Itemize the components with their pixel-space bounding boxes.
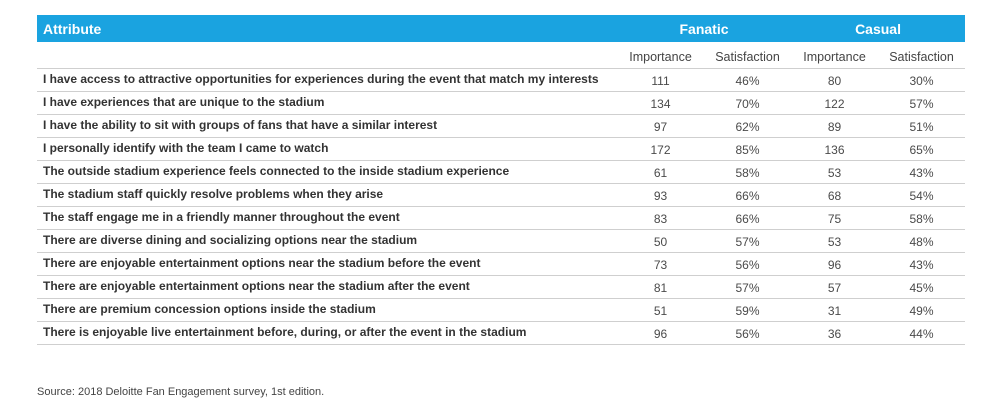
table-row: The outside stadium experience feels con… — [37, 160, 966, 184]
casual-satisfaction-cell: 45% — [878, 275, 966, 299]
fanatic-importance-cell: 83 — [617, 206, 704, 230]
attribute-cell: The stadium staff quickly resolve proble… — [37, 183, 617, 207]
table-row: I have experiences that are unique to th… — [37, 91, 966, 115]
attribute-table: Attribute Fanatic Casual Importance Sati… — [37, 15, 966, 345]
casual-satisfaction-cell: 54% — [878, 183, 966, 207]
casual-importance-cell: 136 — [791, 137, 879, 161]
casual-satisfaction-cell: 48% — [878, 229, 966, 253]
attribute-cell: There are premium concession options ins… — [37, 298, 617, 322]
table-row: There are enjoyable entertainment option… — [37, 275, 966, 299]
attribute-cell: I have access to attractive opportunitie… — [37, 68, 617, 92]
casual-importance-cell: 75 — [791, 206, 879, 230]
casual-importance-cell: 122 — [791, 91, 879, 115]
casual-satisfaction-cell: 43% — [878, 252, 966, 276]
fanatic-importance-cell: 73 — [617, 252, 704, 276]
casual-group-header: Casual — [791, 15, 966, 42]
casual-satisfaction-header: Satisfaction — [878, 42, 966, 69]
fanatic-importance-cell: 172 — [617, 137, 704, 161]
attribute-cell: There are enjoyable entertainment option… — [37, 275, 617, 299]
casual-satisfaction-cell: 57% — [878, 91, 966, 115]
table-row: There are premium concession options ins… — [37, 298, 966, 322]
fanatic-satisfaction-cell: 56% — [704, 321, 792, 345]
table-row: There are enjoyable entertainment option… — [37, 252, 966, 276]
attribute-cell: There are enjoyable entertainment option… — [37, 252, 617, 276]
attribute-cell: There is enjoyable live entertainment be… — [37, 321, 617, 345]
fanatic-importance-cell: 93 — [617, 183, 704, 207]
casual-satisfaction-cell: 58% — [878, 206, 966, 230]
fanatic-satisfaction-cell: 70% — [704, 91, 792, 115]
fanatic-importance-header: Importance — [617, 42, 704, 69]
fanatic-importance-cell: 50 — [617, 229, 704, 253]
subheader-spacer — [37, 42, 617, 69]
attribute-cell: I have experiences that are unique to th… — [37, 91, 617, 115]
casual-satisfaction-cell: 43% — [878, 160, 966, 184]
fanatic-importance-cell: 51 — [617, 298, 704, 322]
attribute-cell: I personally identify with the team I ca… — [37, 137, 617, 161]
casual-importance-cell: 96 — [791, 252, 879, 276]
table-header-row: Attribute Fanatic Casual — [37, 15, 966, 42]
attribute-cell: The outside stadium experience feels con… — [37, 160, 617, 184]
fanatic-satisfaction-cell: 59% — [704, 298, 792, 322]
table-row: There is enjoyable live entertainment be… — [37, 321, 966, 345]
fanatic-satisfaction-cell: 46% — [704, 68, 792, 92]
casual-importance-header: Importance — [791, 42, 879, 69]
table-row: I have the ability to sit with groups of… — [37, 114, 966, 138]
attribute-table-container: Attribute Fanatic Casual Importance Sati… — [37, 15, 966, 345]
fanatic-satisfaction-header: Satisfaction — [704, 42, 792, 69]
table-subheader-row: Importance Satisfaction Importance Satis… — [37, 42, 966, 69]
attribute-cell: I have the ability to sit with groups of… — [37, 114, 617, 138]
attribute-column-header: Attribute — [37, 15, 617, 42]
fanatic-satisfaction-cell: 56% — [704, 252, 792, 276]
table-row: The stadium staff quickly resolve proble… — [37, 183, 966, 207]
fanatic-satisfaction-cell: 66% — [704, 206, 792, 230]
attribute-cell: There are diverse dining and socializing… — [37, 229, 617, 253]
fanatic-group-header: Fanatic — [617, 15, 792, 42]
source-note: Source: 2018 Deloitte Fan Engagement sur… — [37, 386, 325, 398]
attribute-cell: The staff engage me in a friendly manner… — [37, 206, 617, 230]
table-row: I have access to attractive opportunitie… — [37, 68, 966, 92]
table-row: I personally identify with the team I ca… — [37, 137, 966, 161]
casual-importance-cell: 68 — [791, 183, 879, 207]
casual-importance-cell: 57 — [791, 275, 879, 299]
fanatic-satisfaction-cell: 62% — [704, 114, 792, 138]
casual-satisfaction-cell: 65% — [878, 137, 966, 161]
casual-importance-cell: 89 — [791, 114, 879, 138]
fanatic-importance-cell: 96 — [617, 321, 704, 345]
casual-satisfaction-cell: 44% — [878, 321, 966, 345]
fanatic-satisfaction-cell: 57% — [704, 275, 792, 299]
table-body: I have access to attractive opportunitie… — [37, 68, 966, 345]
casual-importance-cell: 31 — [791, 298, 879, 322]
casual-importance-cell: 53 — [791, 229, 879, 253]
casual-importance-cell: 53 — [791, 160, 879, 184]
fanatic-importance-cell: 81 — [617, 275, 704, 299]
casual-satisfaction-cell: 49% — [878, 298, 966, 322]
casual-importance-cell: 36 — [791, 321, 879, 345]
casual-satisfaction-cell: 51% — [878, 114, 966, 138]
fanatic-importance-cell: 134 — [617, 91, 704, 115]
casual-satisfaction-cell: 30% — [878, 68, 966, 92]
fanatic-importance-cell: 97 — [617, 114, 704, 138]
table-row: The staff engage me in a friendly manner… — [37, 206, 966, 230]
fanatic-satisfaction-cell: 66% — [704, 183, 792, 207]
table-row: There are diverse dining and socializing… — [37, 229, 966, 253]
fanatic-satisfaction-cell: 57% — [704, 229, 792, 253]
fanatic-importance-cell: 111 — [617, 68, 704, 92]
casual-importance-cell: 80 — [791, 68, 879, 92]
fanatic-importance-cell: 61 — [617, 160, 704, 184]
fanatic-satisfaction-cell: 58% — [704, 160, 792, 184]
fanatic-satisfaction-cell: 85% — [704, 137, 792, 161]
